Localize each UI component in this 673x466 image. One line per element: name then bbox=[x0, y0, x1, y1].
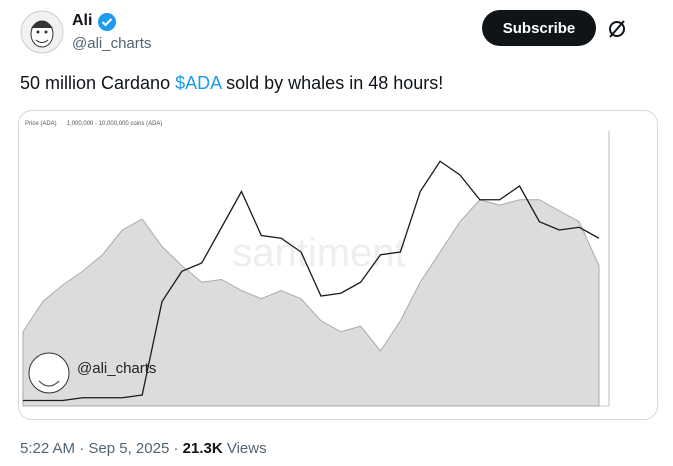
chart: santiment Price (ADA) 1,000,000 - 10,000,… bbox=[22, 121, 610, 407]
verified-badge bbox=[98, 13, 116, 31]
views-count: 21.3K bbox=[182, 440, 223, 457]
watermark: santiment bbox=[232, 231, 405, 275]
separator: · bbox=[79, 440, 85, 457]
legend-label: 1,000,000 - 10,000,000 coins (ADA) bbox=[67, 121, 163, 127]
tweet-meta: 5:22 AM · Sep 5, 2025 · 21.3K Views bbox=[20, 440, 267, 457]
separator: · bbox=[173, 440, 179, 457]
legend-label: Price (ADA) bbox=[25, 121, 57, 127]
area bbox=[22, 199, 600, 407]
avatar-shape bbox=[28, 352, 70, 394]
subscribe-button[interactable]: Subscribe bbox=[482, 10, 596, 46]
views-label: Views bbox=[226, 440, 267, 457]
cashtag[interactable]: $ADA bbox=[175, 73, 222, 93]
tweet-text: 50 million Cardano $ADA sold by whales i… bbox=[20, 73, 443, 94]
text: sold by whales in 48 hours! bbox=[221, 73, 444, 93]
text: 50 million Cardano bbox=[20, 73, 176, 93]
time: 5:22 AM bbox=[20, 440, 76, 457]
avatar[interactable] bbox=[20, 10, 64, 54]
overlay-handle: @ali_charts bbox=[77, 360, 156, 377]
author-handle[interactable]: @ali_charts bbox=[72, 35, 152, 52]
author-name[interactable]: Ali bbox=[72, 12, 93, 29]
grok-icon[interactable] bbox=[605, 17, 629, 41]
date: Sep 5, 2025 bbox=[88, 440, 170, 457]
line bbox=[23, 160, 600, 402]
overlay-avatar bbox=[28, 352, 70, 394]
tweet-image[interactable]: santiment Price (ADA) 1,000,000 - 10,000,… bbox=[18, 110, 658, 420]
avatar-shape bbox=[38, 380, 60, 387]
